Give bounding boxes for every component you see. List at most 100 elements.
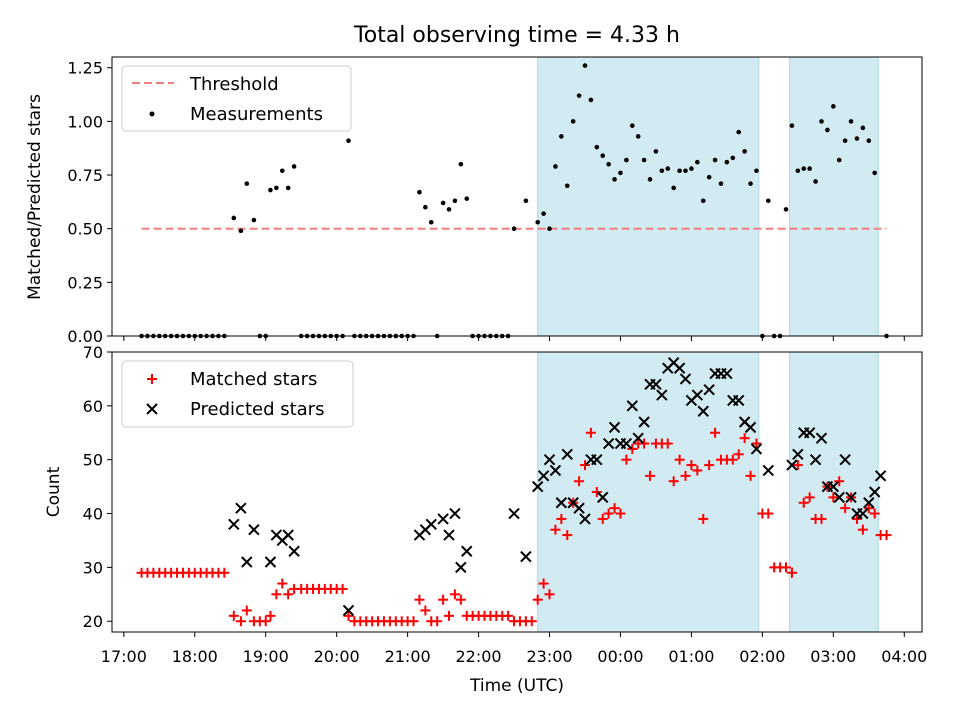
x-axis-label: Time (UTC) (469, 676, 564, 696)
top-legend: Threshold Measurements (121, 65, 352, 132)
matched-star-point (550, 524, 561, 535)
bottom-panel: 17:00 18:00 19:00 20:00 21:00 22:00 23:00 00:00… (44, 343, 927, 696)
predicted-star-point (437, 513, 449, 525)
predicted-star-point (733, 394, 745, 407)
top-y-tick-label: 0.25 (67, 273, 103, 292)
bottom-y-axis-label: Count (44, 466, 64, 517)
top-observing-span-2 (789, 56, 879, 337)
predicted-star-point (750, 443, 763, 455)
measurement-point (712, 157, 718, 163)
legend-predicted-label: Predicted stars (190, 399, 324, 420)
predicted-star-point (573, 502, 585, 514)
measurement-point (291, 164, 297, 169)
top-y-tick-label: 0.75 (67, 166, 103, 185)
predicted-star-point (721, 367, 733, 380)
measurement-point (446, 207, 452, 212)
predicted-star-point (703, 383, 715, 396)
measurement-point (612, 177, 617, 182)
measurement-point (647, 177, 653, 182)
matched-star-point (241, 605, 252, 616)
matched-star-point (526, 616, 537, 627)
matched-star-point (585, 427, 596, 438)
matched-star-point (532, 594, 543, 605)
predicted-star-point (839, 453, 851, 466)
predicted-star-point (282, 529, 294, 541)
measurement-point (428, 219, 434, 225)
matched-star-point (792, 460, 803, 471)
matched-star-point (574, 476, 585, 487)
measurement-point (872, 170, 878, 176)
top-y-tick-label: 1.00 (67, 112, 103, 131)
matched-star-point (857, 524, 868, 535)
measurement-point (588, 97, 594, 103)
measurement-point (825, 127, 830, 133)
measurement-point (570, 119, 576, 124)
matched-star-point (733, 449, 744, 460)
bottom-observing-span-1 (537, 351, 760, 633)
measurement-point (423, 204, 428, 210)
matched-star-point (579, 460, 590, 471)
measurement-point (765, 198, 771, 204)
predicted-stars-points (228, 357, 887, 617)
matched-star-point (798, 497, 809, 508)
matched-star-point (645, 470, 656, 481)
matched-star-point (763, 508, 774, 519)
measurement-point (576, 93, 582, 98)
measurement-point (730, 155, 736, 161)
predicted-star-point (809, 453, 822, 466)
matched-star-point (503, 610, 514, 621)
matched-star-point (745, 470, 756, 481)
matched-star-point (562, 530, 573, 541)
measurement-point (807, 166, 812, 171)
legend-matched-label: Matched stars (190, 369, 317, 390)
x-tick-label: 17:00 (101, 647, 147, 666)
bottom-y-tick-label: 40 (83, 505, 103, 524)
matched-star-point (710, 427, 721, 438)
predicted-star-point (561, 448, 573, 461)
predicted-star-point (786, 459, 798, 471)
x-tick-label: 03:00 (810, 647, 856, 666)
matched-star-point (219, 567, 230, 578)
top-y-axis: 0.00 0.25 0.50 0.75 1.00 1.25 (67, 59, 112, 346)
predicted-star-point (241, 556, 253, 568)
x-tick-label: 22:00 (456, 647, 502, 666)
measurement-point (417, 189, 422, 195)
predicted-star-point (449, 507, 461, 520)
measurement-point (582, 63, 588, 68)
predicted-star-point (744, 421, 757, 434)
predicted-star-point (248, 523, 260, 536)
legend-matched-swatch (147, 374, 157, 384)
matched-star-point (627, 443, 638, 454)
matched-star-point (828, 492, 839, 503)
x-tick-label: 18:00 (172, 647, 218, 666)
matched-star-point (840, 503, 851, 514)
predicted-star-point (549, 464, 562, 477)
measurement-point (629, 123, 635, 128)
top-observing-spans (537, 56, 879, 337)
predicted-star-point (555, 497, 568, 509)
matched-star-point (615, 508, 626, 519)
predicted-star-point (620, 437, 633, 450)
measurement-point (523, 198, 529, 204)
measurement-point (559, 134, 564, 139)
matched-star-point (438, 594, 449, 605)
predicted-star-point (228, 518, 240, 531)
figure-title: Total observing time = 4.33 h (353, 23, 680, 48)
predicted-star-point (288, 545, 300, 557)
top-y-tick-label: 1.25 (67, 59, 103, 78)
predicted-star-point (762, 464, 774, 477)
matched-star-point (704, 460, 715, 471)
matched-star-point (271, 589, 282, 600)
predicted-star-point (845, 491, 857, 504)
bottom-legend: Matched stars Predicted stars (121, 360, 354, 428)
measurement-point (541, 211, 546, 216)
x-tick-label: 01:00 (668, 647, 714, 666)
predicted-star-point (520, 550, 532, 563)
predicted-star-point (543, 453, 556, 466)
matched-star-point (603, 508, 614, 519)
predicted-star-point (455, 561, 467, 574)
matched-star-point (591, 487, 602, 497)
measurement-point (641, 157, 647, 163)
measurement-point (689, 166, 694, 171)
predicted-star-point (443, 529, 455, 541)
